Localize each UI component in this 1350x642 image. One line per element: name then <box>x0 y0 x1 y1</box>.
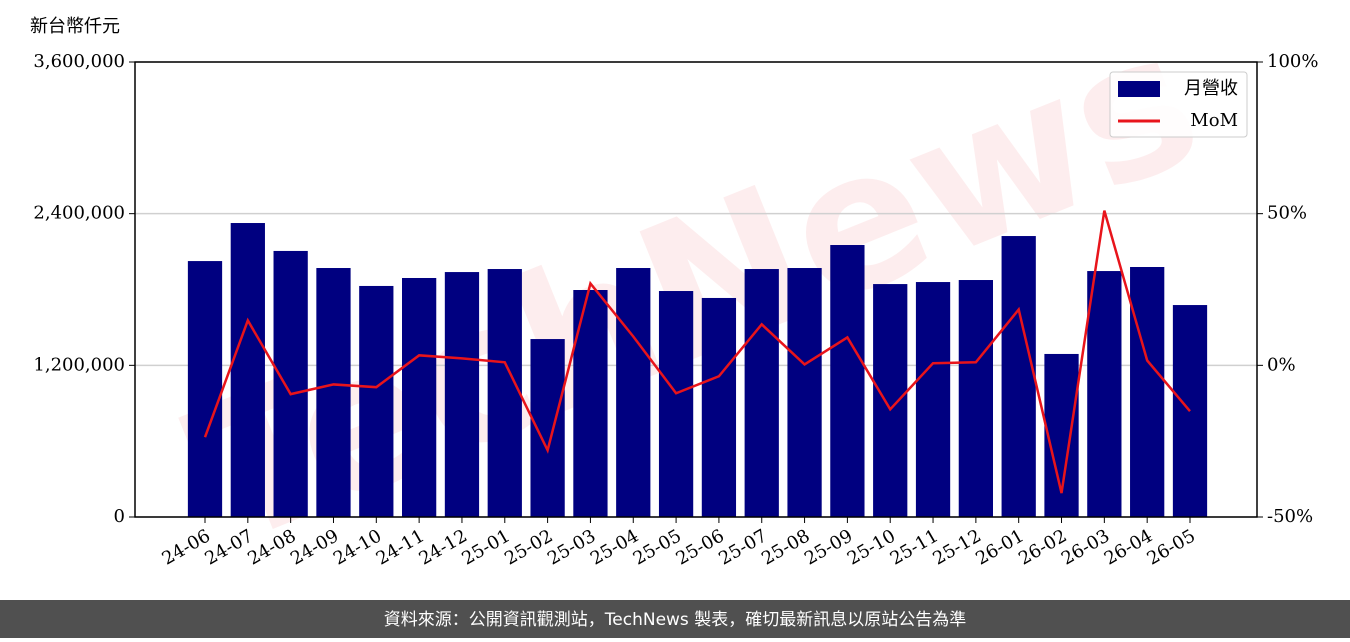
bar <box>273 250 308 517</box>
x-tick-label: 26-05 <box>1144 525 1199 569</box>
footer-band <box>0 600 1350 638</box>
bar <box>958 280 993 517</box>
bar <box>616 268 651 517</box>
bar <box>1130 267 1165 517</box>
x-tick-label: 25-08 <box>758 525 813 569</box>
y2-tick-label: 0% <box>1267 354 1296 375</box>
bar <box>230 223 265 517</box>
x-tick-label: 24-06 <box>159 525 214 569</box>
x-tick-label: 25-11 <box>887 525 942 569</box>
y-tick-label: 1,200,000 <box>33 354 125 375</box>
bar <box>701 297 737 517</box>
y2-tick-label: -50% <box>1267 506 1313 527</box>
bar <box>487 269 522 517</box>
x-tick-label: 26-04 <box>1101 525 1156 569</box>
y-tick-label: 0 <box>114 506 125 527</box>
bar <box>359 285 394 517</box>
bar <box>830 245 865 517</box>
x-tick-label: 24-12 <box>416 525 471 569</box>
plot-frame <box>134 61 1258 518</box>
bar <box>1087 271 1122 517</box>
bar <box>787 268 822 517</box>
x-tick-label: 25-03 <box>544 525 599 569</box>
x-tick-label: 25-05 <box>630 525 685 569</box>
y-tick-label: 3,600,000 <box>33 51 125 72</box>
x-tick-label: 26-03 <box>1058 525 1113 569</box>
x-tick-label: 25-06 <box>672 525 727 569</box>
legend-label: MoM <box>1190 110 1238 131</box>
bar <box>187 261 223 517</box>
footer: 資料來源：公開資訊觀測站，TechNews 製表，確切最新訊息以原站公告為準 <box>384 610 966 630</box>
x-tick-label: 25-01 <box>458 525 513 569</box>
bar <box>573 290 608 517</box>
y-axis-label: 新台幣仟元 <box>30 16 120 37</box>
x-tick-label: 25-07 <box>715 525 770 569</box>
x-tick-label: 25-09 <box>801 525 856 569</box>
legend: 月營收 MoM <box>1109 71 1248 138</box>
x-tick-label: 25-12 <box>929 525 984 569</box>
x-tick-label: 25-04 <box>587 525 642 569</box>
x-tick-label: 26-02 <box>1015 525 1070 569</box>
bar <box>658 291 694 517</box>
y-tick-label: 2,400,000 <box>33 203 125 224</box>
bar <box>1001 236 1036 517</box>
bar <box>444 272 480 517</box>
x-tick-label: 26-01 <box>972 525 1027 569</box>
bar <box>915 282 951 517</box>
bar <box>316 268 351 517</box>
mom-line <box>203 210 1191 494</box>
y2-tick-label: 50% <box>1267 203 1307 224</box>
legend-swatch <box>1118 81 1160 97</box>
y2-tick-label: 100% <box>1267 51 1318 72</box>
bar <box>744 269 779 517</box>
bar <box>402 277 437 517</box>
x-tick-label: 25-02 <box>501 525 556 569</box>
bar <box>873 284 908 517</box>
legend-label: 月營收 <box>1184 78 1238 99</box>
x-tick-label: 25-10 <box>844 525 899 569</box>
